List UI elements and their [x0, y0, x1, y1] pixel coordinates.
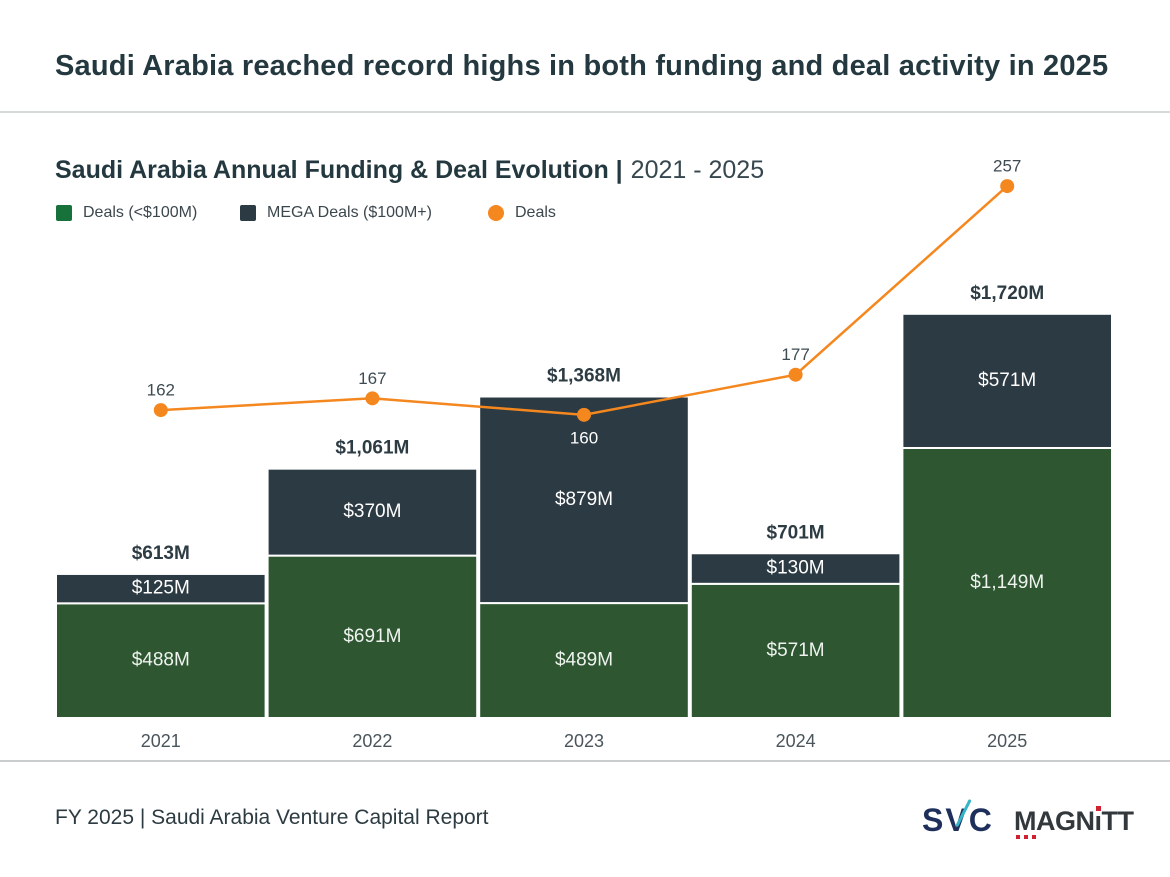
small-deals-swatch-icon [56, 205, 72, 221]
label-2024-total: $701M [767, 522, 825, 543]
axis-label-2025: 2025 [987, 731, 1027, 751]
deals-point-2022 [365, 391, 380, 406]
label-2021-small-deals: $488M [132, 650, 190, 671]
deals-count-2021: 162 [147, 381, 175, 400]
chart-title: Saudi Arabia Annual Funding & Deal Evolu… [55, 156, 764, 185]
footer-divider [0, 760, 1170, 762]
bar-2025-mega-deals [901, 312, 1114, 449]
label-2025-mega-deals: $571M [978, 370, 1036, 391]
bar-2022-small-deals [266, 554, 479, 719]
label-2021-total: $613M [132, 543, 190, 564]
label-2022-small-deals: $691M [343, 626, 401, 647]
legend-label-mega-deals: MEGA Deals ($100M+) [267, 204, 432, 221]
magnitt-logo: MAGNıTT [1014, 806, 1135, 839]
deals-point-2025 [1000, 179, 1015, 194]
deals-line-swatch-icon [488, 205, 504, 221]
deals-count-2023: 160 [570, 428, 598, 447]
deals-count-2025: 257 [993, 157, 1021, 176]
axis-label-2024: 2024 [776, 731, 816, 751]
axis-label-2022: 2022 [352, 731, 392, 751]
label-2022-total: $1,061M [335, 438, 409, 459]
label-2022-mega-deals: $370M [343, 501, 401, 522]
header-divider [0, 111, 1170, 113]
legend-label-deals-line: Deals [515, 204, 556, 221]
label-2021-mega-deals: $125M [132, 578, 190, 599]
label-2023-mega-deals: $879M [555, 489, 613, 510]
legend-item-small-deals: Deals (<$100M) [56, 204, 197, 222]
page-title: Saudi Arabia reached record highs in bot… [55, 50, 1109, 82]
chart-legend: Deals (<$100M) MEGA Deals ($100M+) Deals [56, 204, 756, 224]
legend-label-small-deals: Deals (<$100M) [83, 204, 198, 221]
chart-title-range: 2021 - 2025 [630, 156, 765, 184]
bar-2025-small-deals [901, 446, 1114, 719]
label-2023-total: $1,368M [547, 366, 621, 387]
legend-item-deals-line: Deals [488, 204, 556, 222]
axis-label-2021: 2021 [141, 731, 181, 751]
deals-point-2023 [577, 407, 591, 422]
label-2023-small-deals: $489M [555, 650, 613, 671]
label-2025-small-deals: $1,149M [970, 572, 1044, 593]
mega-deals-swatch-icon [240, 205, 256, 221]
magnitt-i: ı [1094, 806, 1102, 836]
axis-label-2023: 2023 [564, 731, 604, 751]
label-2024-mega-deals: $130M [767, 558, 825, 579]
chart-title-main: Saudi Arabia Annual Funding & Deal Evolu… [55, 156, 623, 184]
bar-2023-mega-deals [478, 395, 690, 605]
bar-2021-small-deals [55, 602, 267, 720]
bar-2022-mega-deals [266, 467, 479, 557]
magnitt-agn: AGN [1036, 806, 1095, 836]
bar-2023-small-deals [478, 602, 690, 720]
report-caption: FY 2025 | Saudi Arabia Venture Capital R… [55, 806, 489, 829]
deals-count-2024: 177 [781, 345, 809, 364]
bar-2021-mega-deals [55, 572, 267, 605]
label-2024-small-deals: $571M [767, 640, 825, 661]
svc-logo: SVC [922, 798, 1017, 839]
deals-point-2021 [153, 403, 168, 418]
bar-2024-mega-deals [689, 552, 902, 585]
legend-item-mega-deals: MEGA Deals ($100M+) [240, 204, 432, 222]
magnitt-m: M [1014, 806, 1037, 839]
deals-count-2022: 167 [358, 369, 386, 388]
magnitt-tt: TT [1101, 806, 1135, 836]
label-2025-total: $1,720M [970, 283, 1044, 304]
deals-point-2024 [788, 367, 803, 382]
bar-2024-small-deals [689, 582, 902, 719]
